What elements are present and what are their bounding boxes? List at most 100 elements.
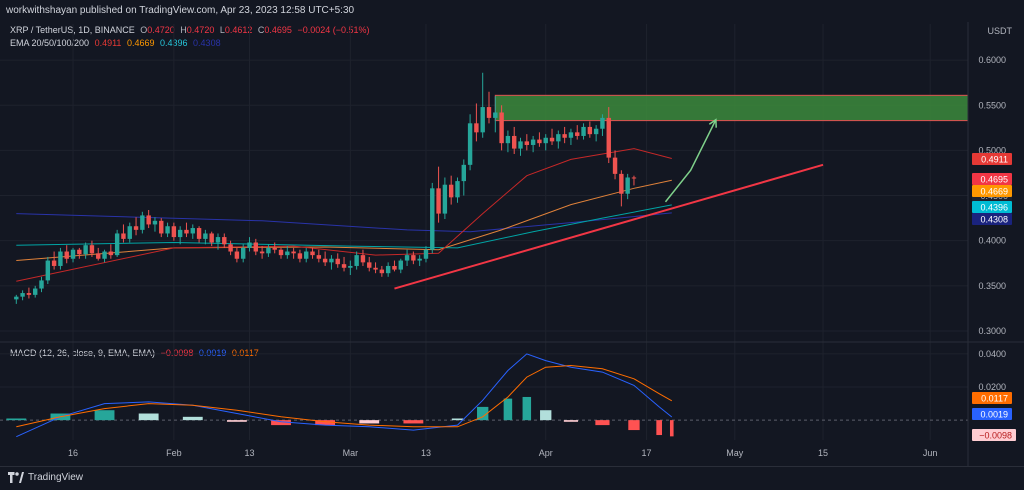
candle xyxy=(530,135,536,153)
price-tick-label: 0.3000 xyxy=(978,326,1006,336)
candle xyxy=(64,245,69,264)
candle xyxy=(543,134,548,151)
candle xyxy=(152,217,158,232)
candle xyxy=(190,224,195,239)
trendline[interactable] xyxy=(394,163,824,290)
candle xyxy=(108,244,114,259)
price-unit: USDT xyxy=(988,26,1013,36)
macd-legend[interactable]: MACD (12, 26, close, 9, EMA, EMA) −0.009… xyxy=(10,348,262,358)
candle-body xyxy=(448,184,454,198)
macd-histogram xyxy=(6,396,674,437)
candle-body xyxy=(291,251,296,254)
candle xyxy=(493,96,498,133)
candle xyxy=(291,247,296,259)
candle xyxy=(102,249,107,263)
candle xyxy=(335,253,340,268)
candle-body xyxy=(499,112,504,144)
candle-body xyxy=(266,247,271,254)
published-text: workwithshayan published on TradingView.… xyxy=(6,5,355,16)
candle xyxy=(461,159,466,196)
brand-name: TradingView xyxy=(28,472,84,483)
candle xyxy=(278,247,284,259)
candle-body xyxy=(240,247,246,259)
candle-body xyxy=(177,229,183,238)
candle-body xyxy=(612,157,618,174)
candle-body xyxy=(417,258,422,261)
candle xyxy=(322,251,328,266)
candle xyxy=(20,290,25,301)
candle xyxy=(196,226,202,243)
macd-bar xyxy=(138,413,159,421)
candle xyxy=(83,242,88,259)
candle xyxy=(593,125,599,142)
candle-body xyxy=(423,249,429,259)
candle xyxy=(329,255,334,270)
candle xyxy=(606,107,611,164)
ema20-value: 0.4911 xyxy=(94,38,122,48)
ema200-line xyxy=(16,212,672,233)
time-tick-label: Apr xyxy=(539,448,553,458)
candle xyxy=(114,229,120,257)
macd-bar xyxy=(628,420,640,431)
time-tick-label: Jun xyxy=(923,448,938,458)
candle xyxy=(556,130,561,149)
candle-body xyxy=(404,255,410,261)
high-label: H xyxy=(180,25,187,35)
candle-body xyxy=(171,226,177,238)
candle-body xyxy=(335,258,340,265)
price-tag-ema50: 0.4669 xyxy=(972,185,1012,197)
candle xyxy=(266,244,271,257)
time-tick-label: Feb xyxy=(166,448,182,458)
candle-body xyxy=(228,244,233,252)
macd-bar xyxy=(359,420,380,424)
symbol-legend[interactable]: XRP / TetherUS, 1D, BINANCE O0.4720 H0.4… xyxy=(10,25,373,35)
macd-tag-signal-text: 0.0117 xyxy=(981,394,1008,404)
candle-body xyxy=(89,245,95,254)
candle-body xyxy=(83,245,88,255)
candle-body xyxy=(341,264,347,268)
candle-body xyxy=(272,247,277,250)
candle xyxy=(77,247,82,259)
macd-tag-hist-bg xyxy=(972,429,1016,441)
candle-body xyxy=(367,262,372,268)
time-tick-label: 15 xyxy=(818,448,828,458)
macd-hist-value: −0.0098 xyxy=(160,348,194,358)
candle xyxy=(411,251,416,265)
candle xyxy=(612,150,618,180)
candle-body xyxy=(259,251,265,254)
candle-body xyxy=(70,249,76,259)
candle xyxy=(398,258,403,274)
candle-body xyxy=(121,233,126,239)
macd-tag-macd: 0.0019 xyxy=(972,408,1012,420)
candle xyxy=(600,114,605,136)
candle xyxy=(499,105,504,151)
candle xyxy=(310,247,315,259)
candle-body xyxy=(625,177,630,194)
resistance-zone[interactable] xyxy=(494,94,969,122)
candle-body xyxy=(581,126,586,136)
price-tag-close-bg xyxy=(972,173,1012,185)
projection-arrow[interactable] xyxy=(664,119,717,203)
candle-body xyxy=(127,226,132,239)
macd-signal-value: 0.0117 xyxy=(231,348,259,358)
price-tick-label: 0.4000 xyxy=(978,236,1006,246)
macd-bar xyxy=(451,418,464,421)
ema50-value: 0.4669 xyxy=(126,38,155,48)
macd-bar xyxy=(6,418,27,421)
time-axis[interactable]: 16 Feb 13 Mar 13 Apr 17 May 15 Jun xyxy=(68,448,937,458)
macd-axis[interactable]: 0.0400 0.0200 xyxy=(978,349,1006,392)
candle-body xyxy=(209,233,214,243)
price-chart[interactable]: USDT 0.60000.55000.50000.45000.40000.350… xyxy=(0,0,1024,466)
change-value: −0.0024 (−0.51%) xyxy=(297,25,370,35)
candle-body xyxy=(159,220,164,234)
tradingview-brand[interactable]: TradingView xyxy=(8,472,83,483)
candle-body xyxy=(575,132,580,136)
macd-line-value: 0.0019 xyxy=(198,348,227,358)
publish-header: workwithshayan published on TradingView.… xyxy=(0,0,1024,22)
candle xyxy=(177,226,183,245)
candle-body xyxy=(474,123,479,133)
candle xyxy=(316,249,322,263)
candle xyxy=(518,137,523,156)
tradingview-logo-icon xyxy=(8,472,24,483)
time-tick-label: Mar xyxy=(343,448,359,458)
